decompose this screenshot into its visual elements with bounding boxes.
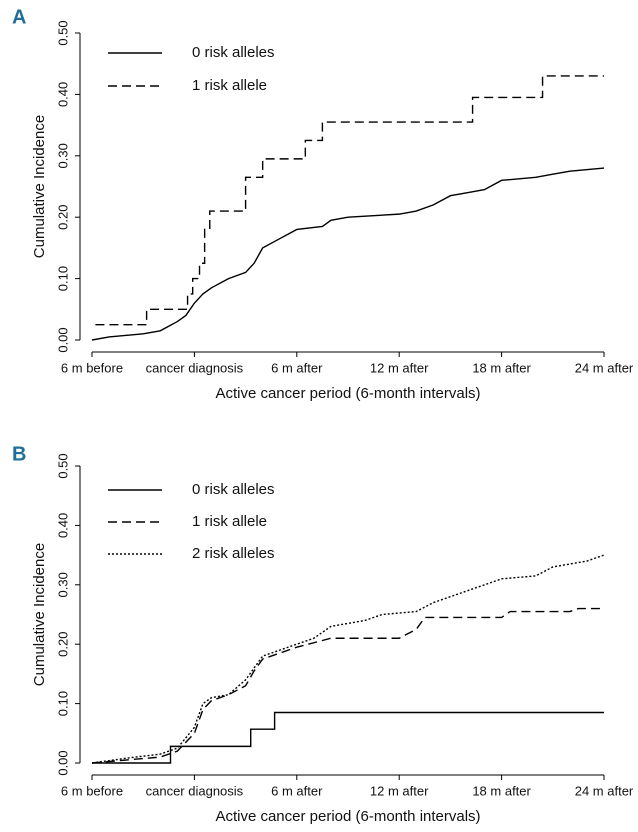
x-tick-label: cancer diagnosis <box>146 783 244 798</box>
x-axis-title: Active cancer period (6-month intervals) <box>215 385 480 402</box>
y-tick-label: 0.00 <box>55 750 70 775</box>
x-tick-label: 6 m before <box>61 783 123 798</box>
y-tick-label: 0.50 <box>55 453 70 478</box>
legend-label: 1 risk allele <box>192 513 267 530</box>
panel-label: A <box>12 6 26 28</box>
y-tick-label: 0.40 <box>55 513 70 538</box>
series-line <box>91 607 604 764</box>
x-axis-title: Active cancer period (6-month intervals) <box>215 808 480 825</box>
x-tick-label: 6 m before <box>61 360 123 375</box>
series-line <box>91 554 605 764</box>
legend-label: 1 risk allele <box>192 77 267 94</box>
y-tick-label: 0.20 <box>55 205 70 230</box>
legend-label: 0 risk alleles <box>192 481 275 498</box>
y-axis-title: Cumulative Incidence <box>31 115 48 258</box>
y-tick-label: 0.20 <box>55 632 70 657</box>
x-tick-label: 18 m after <box>472 360 531 375</box>
y-tick-label: 0.00 <box>55 327 70 352</box>
x-tick-label: 18 m after <box>472 783 531 798</box>
y-tick-label: 0.10 <box>55 266 70 291</box>
x-tick-label: 6 m after <box>271 360 323 375</box>
panel-label: B <box>12 443 26 465</box>
x-tick-label: 24 m after <box>575 783 634 798</box>
series-line <box>91 167 605 341</box>
series-line <box>92 711 604 764</box>
y-tick-label: 0.40 <box>55 82 70 107</box>
x-tick-label: cancer diagnosis <box>146 360 244 375</box>
x-tick-label: 12 m after <box>370 783 429 798</box>
series-line <box>95 75 604 326</box>
y-axis-title: Cumulative Incidence <box>31 543 48 686</box>
legend-label: 0 risk alleles <box>192 44 275 61</box>
y-tick-label: 0.30 <box>55 572 70 597</box>
legend-label: 2 risk alleles <box>192 545 275 562</box>
x-tick-label: 24 m after <box>575 360 634 375</box>
y-tick-label: 0.30 <box>55 143 70 168</box>
x-tick-label: 6 m after <box>271 783 323 798</box>
y-tick-label: 0.50 <box>55 20 70 45</box>
x-tick-label: 12 m after <box>370 360 429 375</box>
y-tick-label: 0.10 <box>55 691 70 716</box>
